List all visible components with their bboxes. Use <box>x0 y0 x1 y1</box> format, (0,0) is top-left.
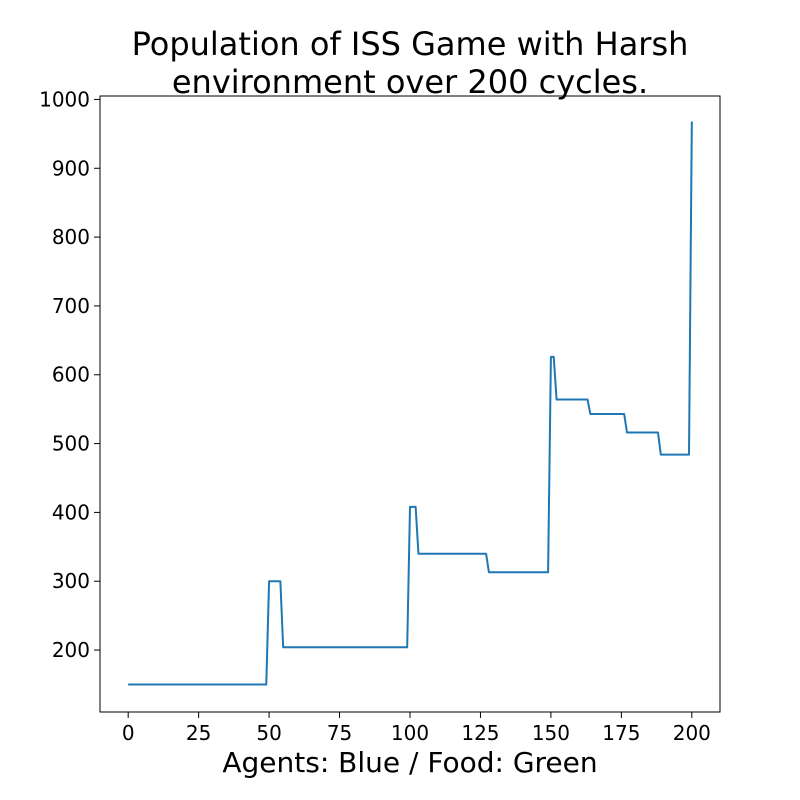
y-tick-label: 500 <box>52 432 90 456</box>
x-tick-label: 125 <box>461 721 499 745</box>
y-tick-label: 800 <box>52 225 90 249</box>
x-tick-label: 50 <box>256 721 281 745</box>
y-axis: 200 300 400 500 600 700 800 900 1000 <box>39 87 100 662</box>
x-tick-label: 25 <box>186 721 211 745</box>
series-line <box>128 121 693 686</box>
plot-area <box>128 121 693 686</box>
x-tick-label: 200 <box>673 721 711 745</box>
y-tick-label: 600 <box>52 363 90 387</box>
y-tick-label: 700 <box>52 294 90 318</box>
chart-title-line-2: environment over 200 cycles. <box>172 63 648 101</box>
y-tick-label: 200 <box>52 638 90 662</box>
y-tick-label: 900 <box>52 156 90 180</box>
x-tick-label: 0 <box>122 721 135 745</box>
y-tick-label: 1000 <box>39 87 90 111</box>
y-tick-label: 400 <box>52 500 90 524</box>
x-tick-label: 175 <box>602 721 640 745</box>
x-axis-label: Agents: Blue / Food: Green <box>222 746 597 779</box>
x-axis: 0 25 50 75 100 125 150 175 200 <box>122 712 711 745</box>
chart-title-line-1: Population of ISS Game with Harsh <box>132 25 689 63</box>
x-tick-label: 100 <box>391 721 429 745</box>
axes-frame <box>99 95 721 713</box>
x-tick-label: 150 <box>532 721 570 745</box>
x-tick-label: 75 <box>327 721 352 745</box>
y-tick-label: 300 <box>52 569 90 593</box>
